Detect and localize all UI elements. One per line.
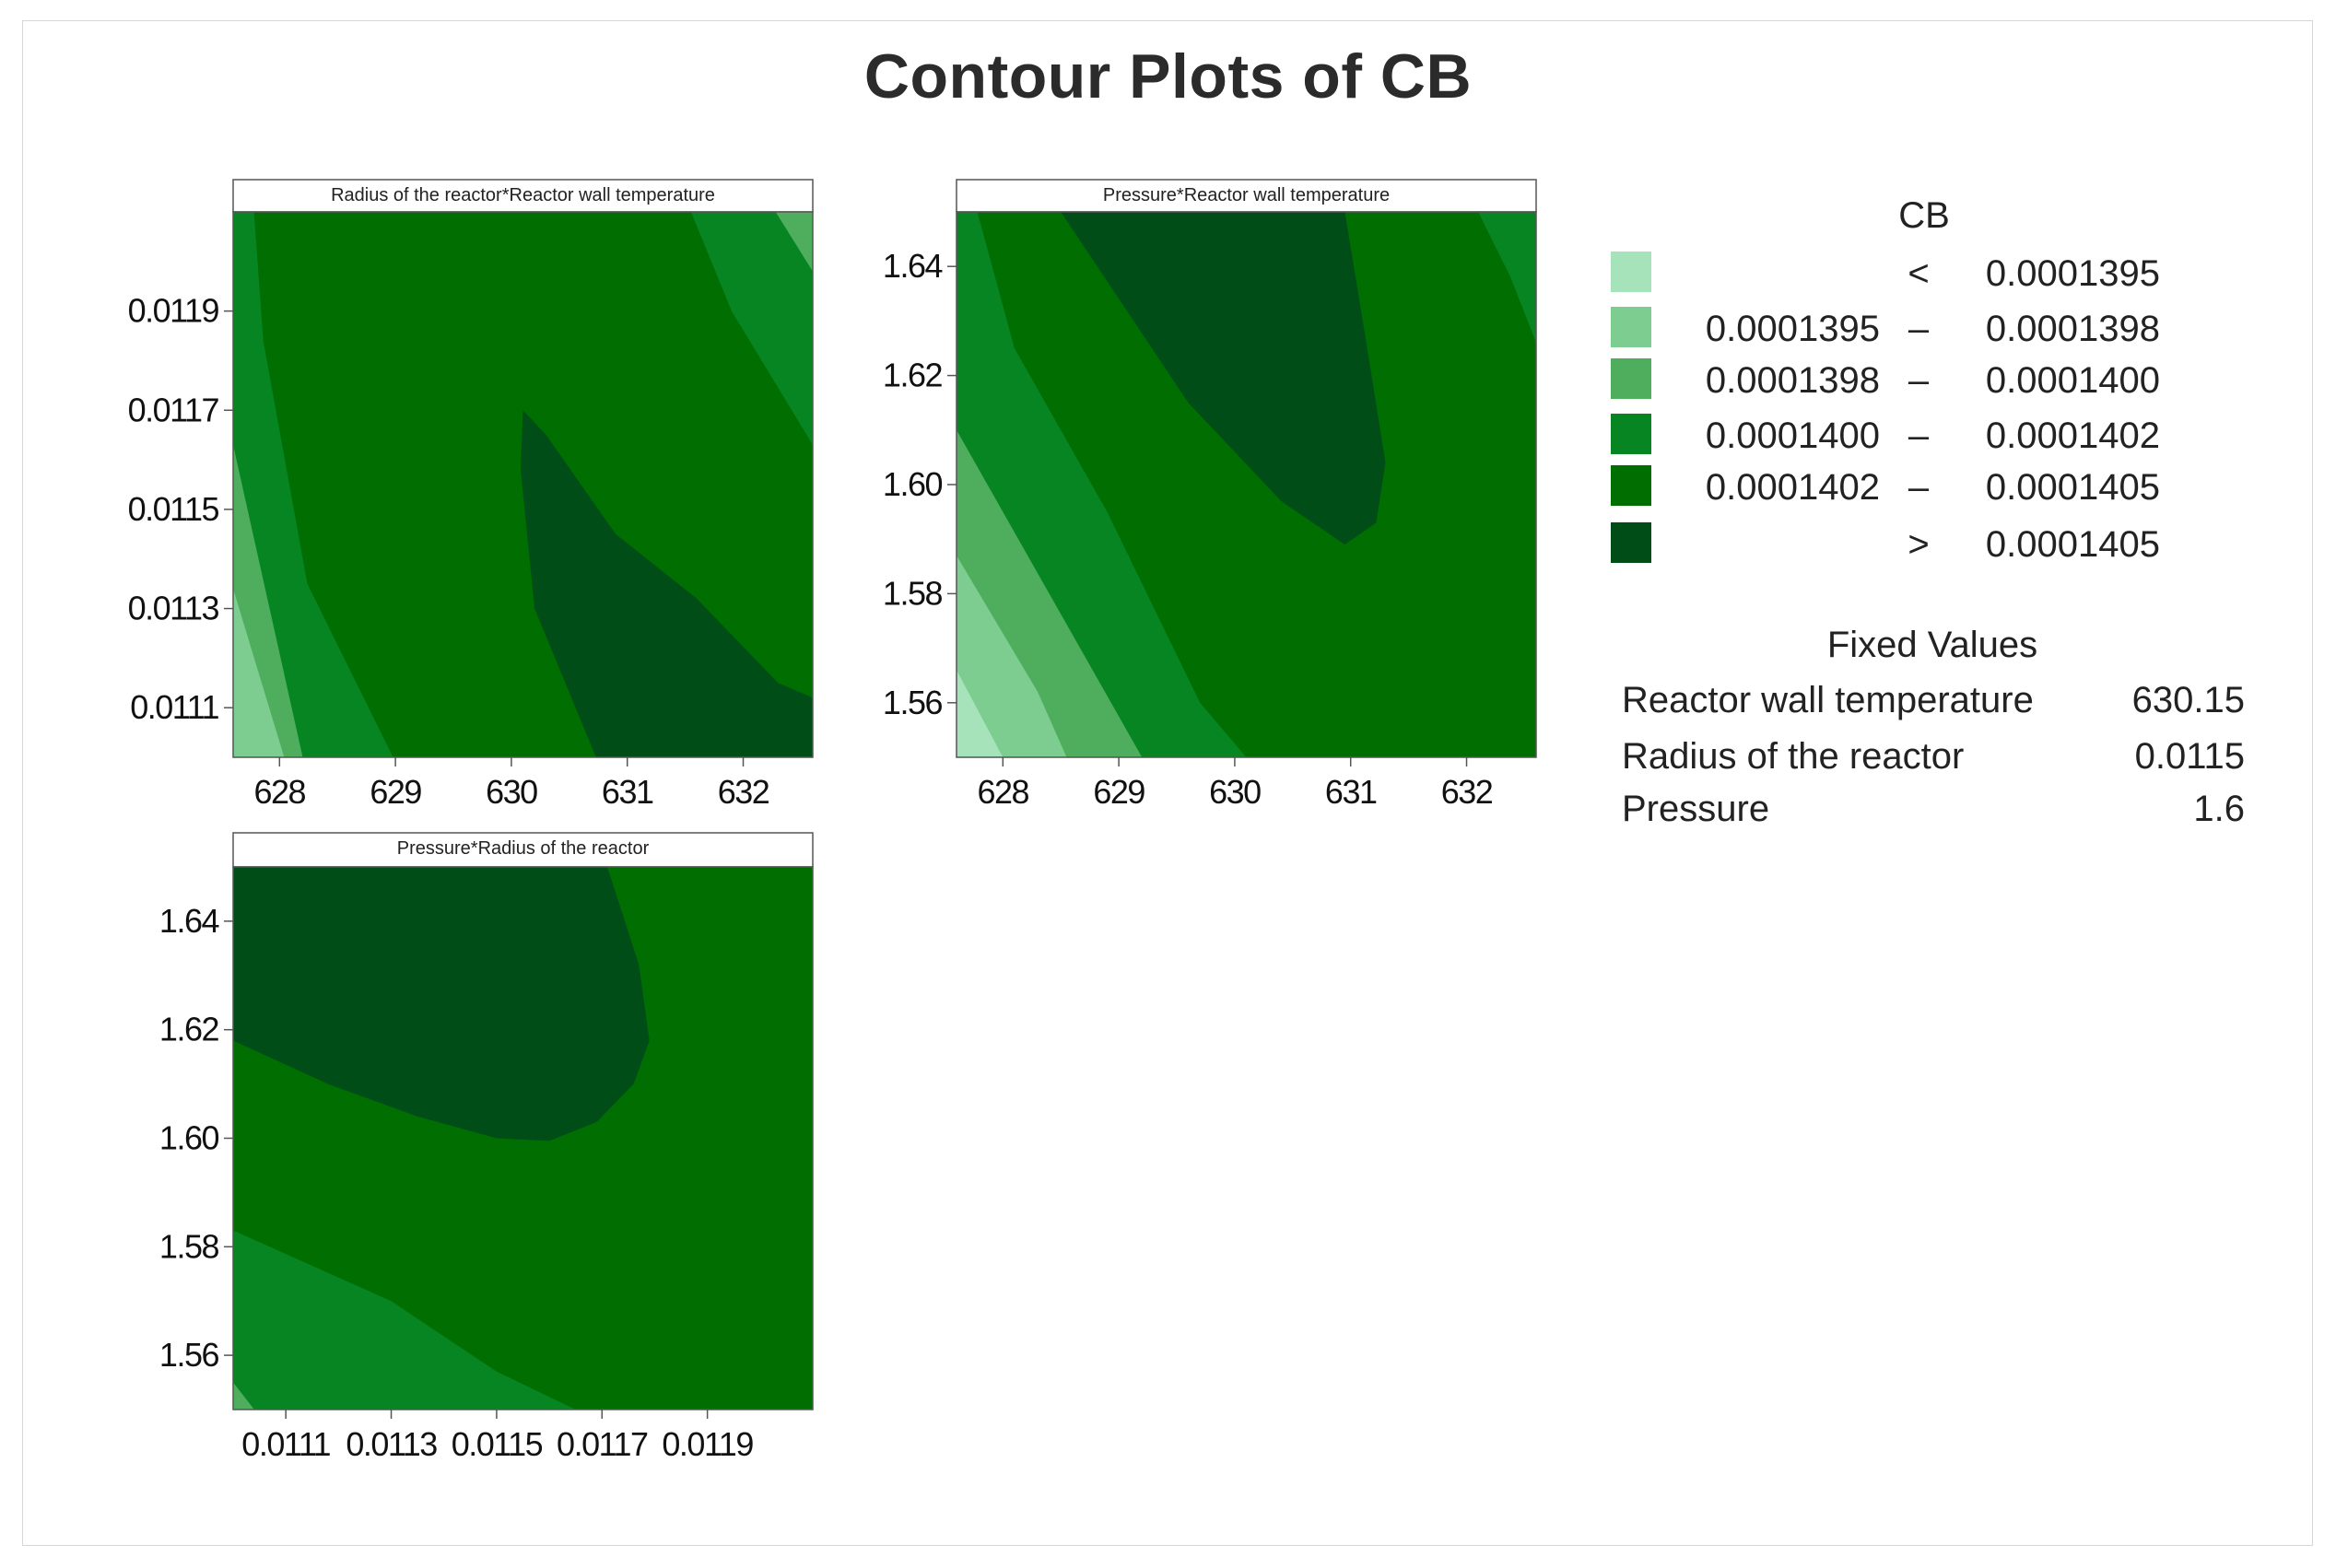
y-tick-label: 0.0111 [130, 688, 218, 726]
y-tick-label: 1.62 [159, 1011, 219, 1048]
panel-title: Pressure*Radius of the reactor [397, 838, 650, 859]
y-tick-label: 0.0113 [128, 590, 219, 627]
y-tick-label: 1.58 [883, 574, 943, 612]
x-tick-label: 632 [718, 773, 769, 811]
contour-region-level-5 [233, 867, 650, 1141]
y-tick-label: 1.56 [159, 1336, 219, 1374]
y-tick-label: 1.56 [883, 684, 943, 721]
contour-region-level-5 [1061, 212, 1386, 545]
y-tick-label: 1.64 [159, 902, 219, 940]
x-tick-label: 630 [1209, 773, 1261, 811]
contour-region-level-3 [233, 1230, 576, 1410]
x-tick-label: 0.0119 [662, 1425, 753, 1463]
x-tick-label: 0.0111 [241, 1425, 330, 1463]
x-tick-label: 0.0113 [346, 1425, 437, 1463]
y-tick-label: 1.60 [159, 1119, 219, 1157]
x-tick-label: 632 [1441, 773, 1493, 811]
y-tick-label: 0.0119 [128, 292, 219, 330]
panel-title-bar [956, 179, 1537, 213]
y-tick-label: 0.0115 [128, 490, 219, 528]
contour-region-level-1 [957, 556, 1067, 757]
panel-title-bar [232, 179, 814, 213]
x-tick-label: 630 [486, 773, 537, 811]
x-tick-label: 629 [1093, 773, 1145, 811]
y-tick-label: 1.60 [883, 465, 943, 503]
contour-region-level-2 [775, 212, 813, 272]
x-tick-label: 0.0115 [452, 1425, 543, 1463]
contour-region-level-3 [1478, 212, 1536, 344]
y-tick-label: 1.64 [883, 247, 943, 285]
contour-region-level-1 [233, 589, 285, 757]
contour-region-level-0 [957, 670, 1004, 757]
y-tick-label: 1.58 [159, 1227, 219, 1265]
panel-title-bar [232, 832, 814, 868]
x-tick-label: 631 [602, 773, 653, 811]
panel-title: Pressure*Reactor wall temperature [1103, 185, 1390, 205]
contour-panel-1: Radius of the reactor*Reactor wall tempe… [128, 179, 814, 811]
contour-region-level-3 [233, 212, 393, 757]
panel-title: Radius of the reactor*Reactor wall tempe… [331, 185, 715, 205]
contour-region-level-3 [690, 212, 813, 445]
chart-frame [22, 20, 2313, 1546]
contour-panel-2: Pressure*Reactor wall temperature 628 629 6… [883, 179, 1537, 811]
x-tick-label: 629 [370, 773, 421, 811]
contour-region-level-5 [521, 410, 813, 757]
x-tick-label: 628 [978, 773, 1029, 811]
y-tick-label: 1.62 [883, 357, 943, 394]
contour-region-level-2 [233, 1382, 254, 1410]
page-title: Contour Plots of CB [863, 41, 1473, 111]
plot-border [232, 211, 814, 758]
contour-panel-3: Pressure*Radius of the reactor 0.0111 0.01… [159, 832, 814, 1463]
x-tick-label: 631 [1325, 773, 1377, 811]
y-tick-label: 0.0117 [128, 391, 219, 428]
x-tick-label: 0.0117 [557, 1425, 648, 1463]
x-tick-label: 628 [254, 773, 306, 811]
